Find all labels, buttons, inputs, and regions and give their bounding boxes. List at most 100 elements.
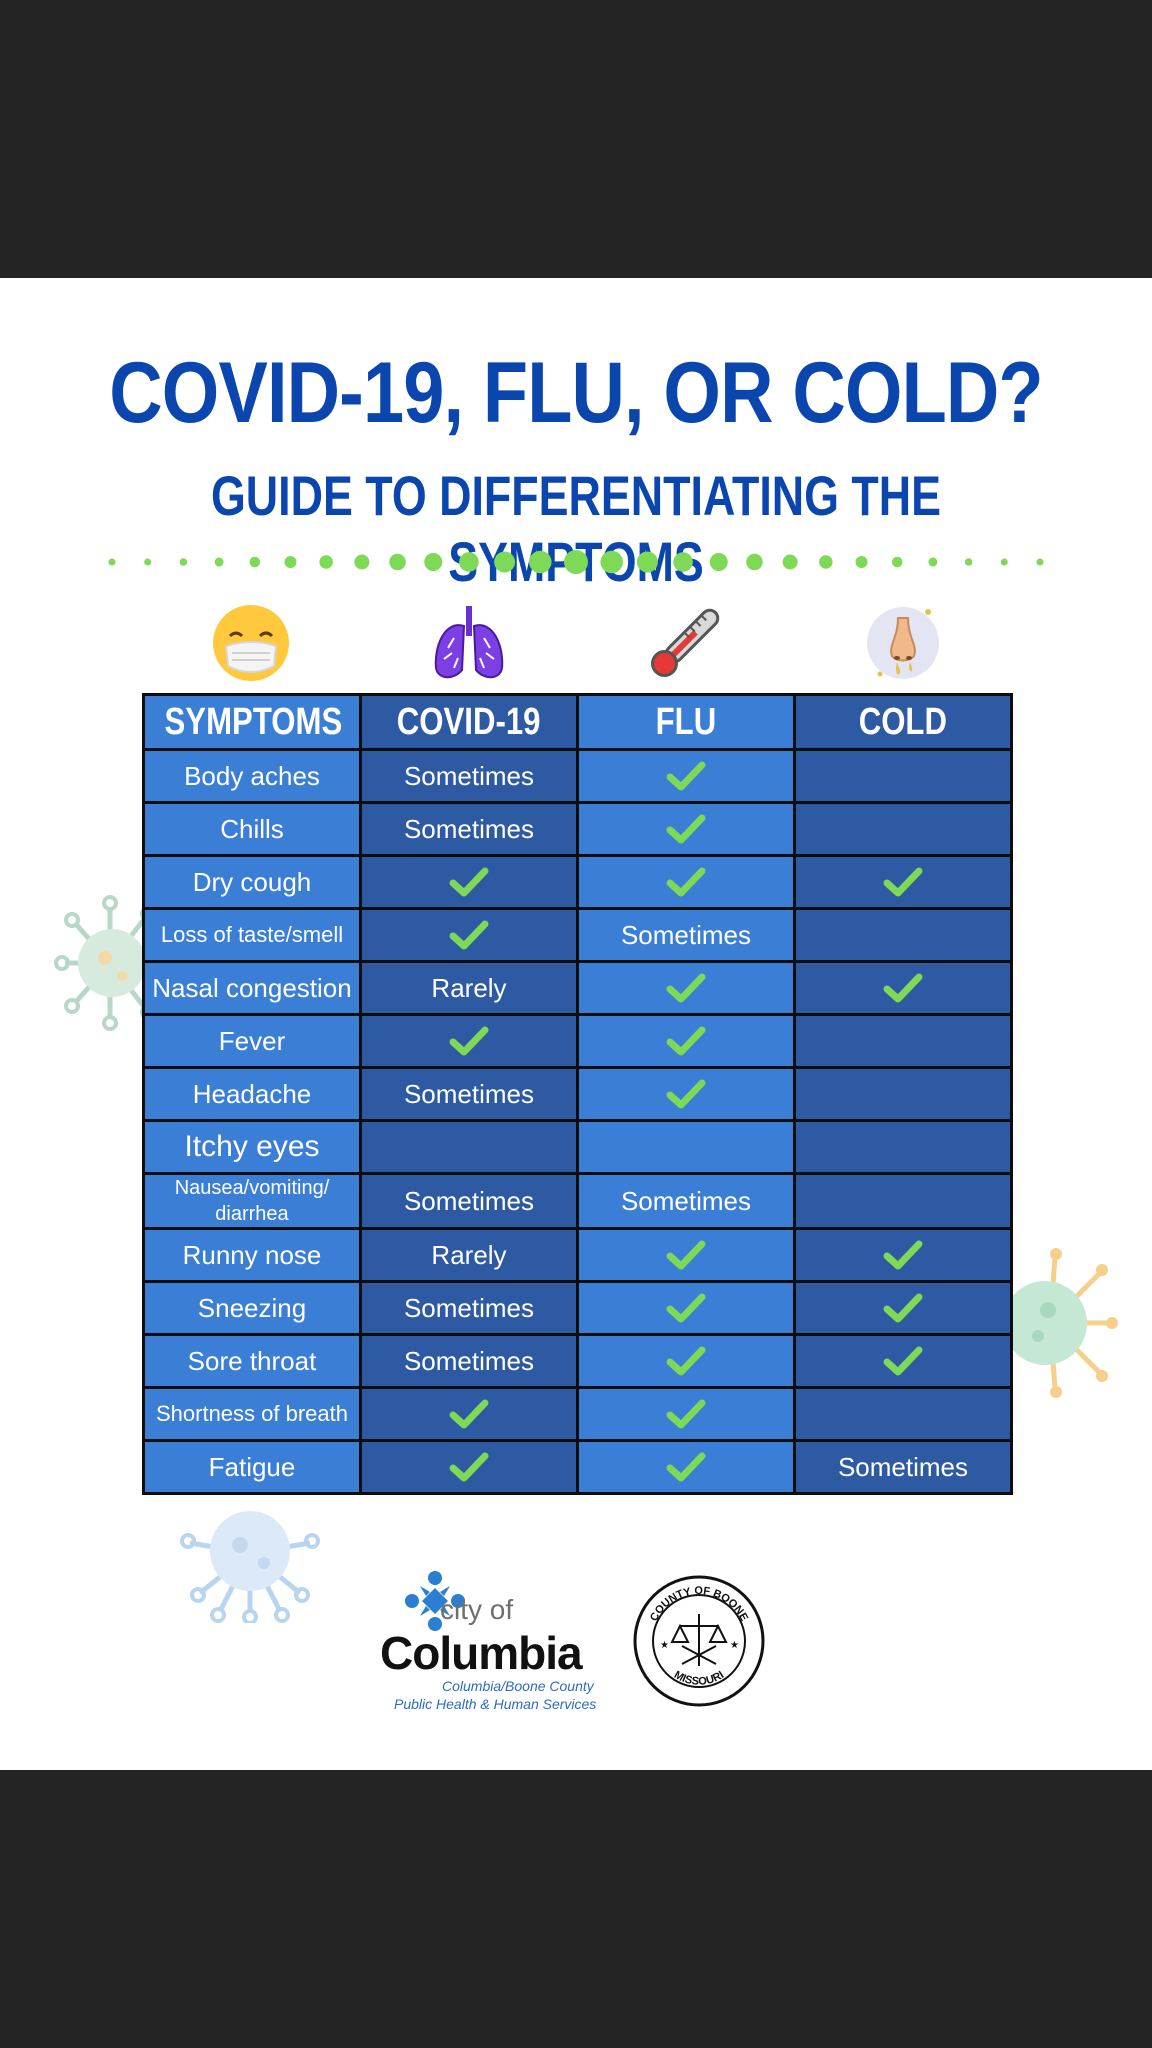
- dept-line1-text: Columbia/Boone County: [442, 1678, 594, 1694]
- cold-cell: [793, 1172, 1013, 1230]
- check-icon: [883, 867, 923, 897]
- check-icon: [449, 867, 489, 897]
- flu-cell: [576, 1066, 796, 1122]
- divider-dot: [709, 553, 728, 571]
- check-icon: [666, 1399, 706, 1429]
- symptom-cell: Fatigue: [142, 1439, 362, 1495]
- check-icon: [449, 920, 489, 950]
- covid-cell: Sometimes: [359, 1333, 579, 1389]
- logos-area: city of Columbia Columbia/Boone County P…: [380, 1566, 780, 1726]
- divider-dot: [928, 557, 938, 567]
- divider-dot: [424, 553, 443, 571]
- divider-dot: [746, 553, 763, 571]
- cold-cell: [793, 960, 1013, 1016]
- table-row: Nausea/vomiting/ diarrhea Sometimes Someti…: [142, 1172, 1013, 1230]
- table-row: Dry cough: [142, 854, 1013, 910]
- check-icon: [883, 1346, 923, 1376]
- table-header-row: SYMPTOMS COVID-19 FLU COLD: [142, 693, 1013, 751]
- divider-dot: [319, 555, 333, 569]
- seal-bottom-text: MISSOURI: [672, 1669, 726, 1688]
- page-title: COVID-19, FLU, OR COLD?: [109, 345, 1043, 441]
- table-row: Nasal congestion Rarely: [142, 960, 1013, 1016]
- cold-cell: [793, 907, 1013, 963]
- covid-cell: Sometimes: [359, 1172, 579, 1230]
- divider-dot: [179, 558, 188, 566]
- flu-cell: [576, 1333, 796, 1389]
- cold-cell: [793, 1386, 1013, 1442]
- table-row: Fever: [142, 1013, 1013, 1069]
- check-icon: [666, 814, 706, 844]
- covid-cell: Rarely: [359, 960, 579, 1016]
- divider-dot: [494, 551, 516, 573]
- covid-cell: [359, 1439, 579, 1495]
- cold-cell: [793, 1066, 1013, 1122]
- flu-cell: [576, 748, 796, 804]
- check-icon: [883, 1293, 923, 1323]
- cold-cell: [793, 1280, 1013, 1336]
- check-icon: [666, 761, 706, 791]
- column-icons-row: [0, 598, 1152, 688]
- table-row: Headache Sometimes: [142, 1066, 1013, 1122]
- divider-dot: [819, 555, 833, 569]
- flu-cell: [576, 1386, 796, 1442]
- symptom-cell: Dry cough: [142, 854, 362, 910]
- divider-dot: [673, 552, 693, 572]
- virus-decoration-bottom-icon: [180, 1511, 320, 1623]
- check-icon: [666, 973, 706, 1003]
- covid-cell: [359, 907, 579, 963]
- cold-cell: [793, 854, 1013, 910]
- divider-dot: [284, 556, 297, 568]
- svg-text:MISSOURI: MISSOURI: [672, 1669, 726, 1688]
- symptom-cell: Headache: [142, 1066, 362, 1122]
- flu-cell: [576, 1227, 796, 1283]
- covid-cell: [359, 1119, 579, 1175]
- check-icon: [449, 1399, 489, 1429]
- check-icon: [883, 973, 923, 1003]
- city-of-text: city of: [440, 1594, 514, 1625]
- svg-text:★: ★: [730, 1640, 739, 1651]
- divider-dot: [891, 556, 903, 568]
- check-icon: [666, 1346, 706, 1376]
- check-icon: [666, 1079, 706, 1109]
- covid-cell: Sometimes: [359, 748, 579, 804]
- flu-cell: Sometimes: [576, 1172, 796, 1230]
- flu-cell: [576, 801, 796, 857]
- runny-nose-icon: [858, 598, 948, 688]
- divider-dot: [636, 551, 658, 573]
- infographic-card: COVID-19, FLU, OR COLD? GUIDE TO DIFFERE…: [0, 278, 1152, 1770]
- divider-dot: [354, 554, 370, 570]
- table-row: Itchy eyes: [142, 1119, 1013, 1175]
- covid-cell: [359, 1013, 579, 1069]
- symptom-cell: Shortness of breath: [142, 1386, 362, 1442]
- table-row: Sore throat Sometimes: [142, 1333, 1013, 1389]
- symptom-cell: Sore throat: [142, 1333, 362, 1389]
- header-flu: FLU: [576, 693, 796, 751]
- thermometer-icon: [640, 598, 730, 688]
- cold-cell: [793, 1119, 1013, 1175]
- flu-cell: [576, 854, 796, 910]
- covid-cell: Sometimes: [359, 1066, 579, 1122]
- dot-divider: [108, 550, 1044, 574]
- divider-dot: [782, 554, 798, 570]
- svg-text:★: ★: [660, 1640, 669, 1651]
- symptom-cell: Runny nose: [142, 1227, 362, 1283]
- flu-cell: [576, 1119, 796, 1175]
- divider-dot: [1036, 558, 1044, 566]
- symptom-cell: Loss of taste/smell: [142, 907, 362, 963]
- table-row: Shortness of breath: [142, 1386, 1013, 1442]
- cold-cell: Sometimes: [793, 1439, 1013, 1495]
- symptom-cell: Chills: [142, 801, 362, 857]
- columbia-text: Columbia: [380, 1627, 583, 1679]
- table-row: Body aches Sometimes: [142, 748, 1013, 804]
- header-symptoms: SYMPTOMS: [142, 693, 362, 751]
- check-icon: [449, 1452, 489, 1482]
- divider-dot: [459, 552, 479, 572]
- divider-dot: [389, 553, 406, 571]
- check-icon: [666, 1026, 706, 1056]
- check-icon: [883, 1240, 923, 1270]
- check-icon: [666, 867, 706, 897]
- divider-dot: [1000, 558, 1008, 566]
- face-mask-emoji-icon: [206, 598, 296, 688]
- covid-cell: Sometimes: [359, 801, 579, 857]
- divider-dot: [144, 558, 152, 566]
